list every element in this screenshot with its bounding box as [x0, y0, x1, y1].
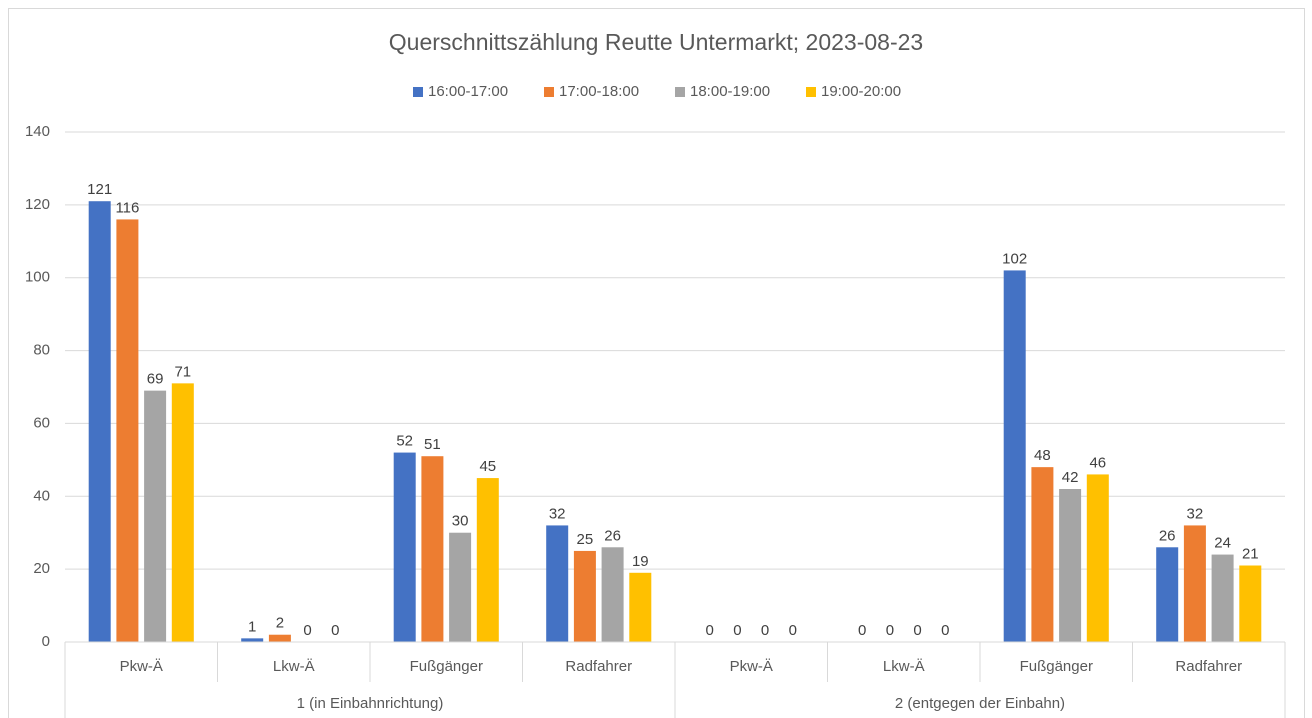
bar — [116, 219, 139, 642]
bar — [573, 550, 596, 642]
data-label: 0 — [858, 622, 866, 639]
data-label: 71 — [174, 363, 191, 380]
data-label: 32 — [549, 505, 566, 522]
legend-swatch — [675, 87, 685, 97]
bar — [421, 456, 444, 642]
data-label: 69 — [147, 371, 164, 388]
bar — [1086, 474, 1109, 642]
y-tick-label: 20 — [33, 560, 50, 577]
chart-title: Querschnittszählung Reutte Untermarkt; 2… — [389, 29, 923, 55]
data-label: 52 — [396, 433, 413, 450]
y-tick-label: 80 — [33, 342, 50, 359]
data-label: 51 — [424, 436, 441, 453]
legend-swatch — [413, 87, 423, 97]
data-label: 0 — [886, 622, 894, 639]
y-tick-label: 40 — [33, 487, 50, 504]
data-label: 0 — [303, 622, 311, 639]
y-tick-label: 0 — [42, 633, 50, 650]
legend-label: 18:00-19:00 — [690, 83, 770, 100]
data-label: 26 — [604, 527, 621, 544]
data-label: 2 — [276, 615, 284, 632]
bar — [1003, 270, 1026, 642]
bar — [601, 547, 624, 642]
x-tick-label: Fußgänger — [410, 658, 483, 675]
data-label: 0 — [331, 622, 339, 639]
y-tick-label: 60 — [33, 414, 50, 431]
bar — [449, 532, 472, 642]
data-label: 0 — [789, 622, 797, 639]
bar — [1183, 525, 1206, 642]
data-label: 32 — [1187, 505, 1204, 522]
data-label: 21 — [1242, 545, 1259, 562]
y-tick-label: 140 — [25, 123, 50, 140]
bar — [241, 638, 264, 642]
data-label: 26 — [1159, 527, 1176, 544]
bar — [1211, 554, 1234, 642]
data-label: 48 — [1034, 447, 1051, 464]
legend-label: 17:00-18:00 — [559, 83, 639, 100]
bar — [393, 452, 416, 642]
bar — [1239, 565, 1262, 642]
x-tick-label: Lkw-Ä — [273, 658, 315, 675]
data-label: 25 — [577, 531, 594, 548]
y-tick-label: 120 — [25, 196, 50, 213]
data-label: 30 — [452, 513, 469, 530]
bar — [1156, 547, 1179, 642]
bar — [171, 383, 194, 642]
data-label: 0 — [733, 622, 741, 639]
bar — [144, 390, 167, 642]
bar — [476, 478, 499, 642]
data-label: 19 — [632, 553, 649, 570]
group-label: 1 (in Einbahnrichtung) — [297, 695, 444, 712]
legend-label: 19:00-20:00 — [821, 83, 901, 100]
data-label: 42 — [1062, 469, 1079, 486]
data-label: 1 — [248, 618, 256, 635]
data-label: 121 — [87, 181, 112, 198]
data-label: 0 — [706, 622, 714, 639]
data-label: 0 — [761, 622, 769, 639]
bar — [1031, 467, 1054, 642]
data-label: 0 — [941, 622, 949, 639]
x-tick-label: Radfahrer — [1175, 658, 1242, 675]
x-tick-label: Pkw-Ä — [120, 658, 163, 675]
data-label: 116 — [115, 199, 139, 216]
bar — [268, 634, 291, 642]
bar — [546, 525, 569, 642]
group-label: 2 (entgegen der Einbahn) — [895, 695, 1065, 712]
bar — [1059, 489, 1082, 642]
data-label: 0 — [913, 622, 921, 639]
legend-swatch — [544, 87, 554, 97]
bar — [629, 572, 652, 642]
x-tick-label: Pkw-Ä — [730, 658, 773, 675]
data-label: 102 — [1002, 250, 1027, 267]
y-tick-label: 100 — [25, 269, 50, 286]
x-tick-label: Radfahrer — [565, 658, 632, 675]
bar — [88, 201, 111, 642]
data-label: 45 — [479, 458, 496, 475]
data-label: 46 — [1089, 454, 1106, 471]
chart-border — [8, 8, 1305, 718]
data-label: 24 — [1214, 535, 1231, 552]
x-tick-label: Lkw-Ä — [883, 658, 925, 675]
legend-label: 16:00-17:00 — [428, 83, 508, 100]
legend-swatch — [806, 87, 816, 97]
x-tick-label: Fußgänger — [1020, 658, 1093, 675]
